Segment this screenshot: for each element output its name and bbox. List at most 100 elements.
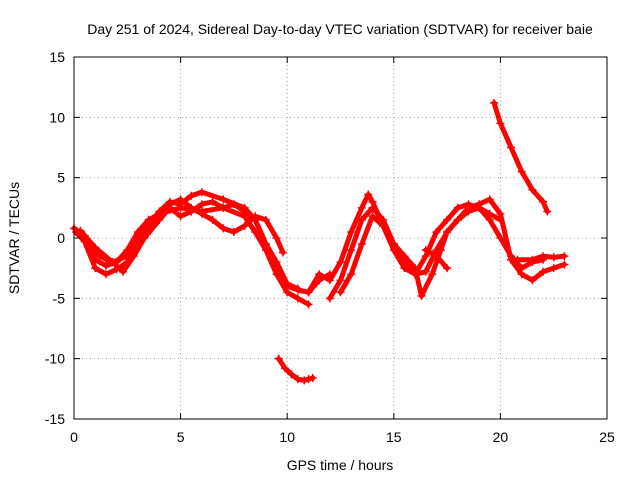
data-point-marker (517, 167, 526, 176)
data-point-marker (560, 252, 569, 261)
data-point-marker (91, 264, 100, 273)
series-arc-5 (276, 356, 316, 383)
data-point-marker (229, 200, 238, 209)
data-point-marker (187, 203, 196, 212)
x-tick-label: 0 (70, 429, 78, 445)
data-point-marker (357, 203, 366, 212)
axis-ticks: 0 5 10 15 20 25 -15 -10 -5 0 5 10 15 (45, 49, 615, 445)
data-point-marker (549, 264, 558, 273)
data-point-marker (336, 276, 345, 285)
data-point-marker (176, 212, 185, 221)
data-point-marker (347, 246, 356, 255)
x-tick-label: 5 (177, 429, 185, 445)
data-point-marker (197, 188, 206, 197)
data-point-marker (336, 258, 345, 267)
data-point-marker (485, 215, 494, 224)
data-point-marker (272, 234, 281, 242)
x-axis-label: GPS time / hours (287, 457, 394, 473)
data-point-marker (208, 215, 217, 224)
x-tick-label: 10 (279, 429, 295, 445)
y-tick-label: -5 (53, 290, 66, 306)
data-point-marker (421, 246, 430, 255)
data-point-marker (364, 190, 373, 199)
y-tick-label: 15 (49, 49, 65, 65)
data-point-marker (144, 224, 153, 233)
data-point-marker (539, 197, 548, 206)
data-point-marker (421, 267, 430, 276)
data-point-marker (251, 212, 260, 221)
data-point-marker (287, 370, 296, 379)
data-point-marker (281, 364, 290, 373)
data-point-marker (304, 300, 313, 309)
data-point-marker (283, 282, 292, 291)
y-tick-label: 10 (49, 109, 65, 125)
x-tick-label: 25 (599, 429, 615, 445)
data-point-marker (496, 209, 505, 218)
data-point-marker (517, 270, 526, 279)
data-point-marker (490, 98, 499, 107)
data-point-marker (208, 197, 217, 206)
y-axis-label: SDTVAR / TECUs (6, 182, 22, 294)
data-point-marker (496, 119, 505, 128)
data-point-marker (485, 195, 494, 204)
data-point-marker (453, 215, 462, 224)
data-point-marker (315, 270, 324, 279)
data-point-marker (261, 215, 270, 224)
x-tick-label: 20 (493, 429, 509, 445)
y-tick-label: -10 (45, 351, 65, 367)
y-tick-label: 0 (57, 230, 65, 246)
data-point-marker (91, 243, 100, 252)
data-point-marker (261, 240, 270, 249)
data-point-marker (229, 227, 238, 236)
data-point-marker (543, 207, 552, 216)
data-point-marker (443, 264, 452, 273)
data-point-marker (101, 261, 110, 270)
data-point-marker (379, 221, 388, 230)
series-arc-10 (491, 100, 550, 214)
data-point-marker (453, 203, 462, 212)
data-point-marker (304, 375, 313, 384)
data-point-marker (108, 258, 117, 267)
y-tick-label: -15 (45, 411, 65, 427)
data-point-marker (308, 373, 317, 382)
data-point-marker (443, 227, 452, 236)
data-point-marker (278, 248, 287, 257)
data-point-marker (513, 255, 522, 264)
data-point-marker (304, 288, 313, 297)
data-point-marker (101, 270, 110, 279)
data-point-marker (368, 203, 377, 212)
data-point-marker (293, 285, 302, 294)
plot-frame (73, 56, 608, 420)
data-point-marker (197, 209, 206, 218)
data-point-marker (357, 240, 366, 249)
data-point-marker (539, 252, 548, 261)
data-point-marker (293, 375, 302, 384)
chart-title: Day 251 of 2024, Sidereal Day-to-day VTE… (87, 21, 593, 37)
data-point-marker (176, 195, 185, 204)
data-point-marker (528, 276, 537, 285)
data-point-marker (293, 294, 302, 303)
data-point-marker (347, 270, 356, 279)
x-tick-label: 15 (386, 429, 402, 445)
data-point-marker (389, 240, 398, 249)
data-point-marker (347, 227, 356, 236)
data-point-marker (560, 260, 569, 269)
data-point-marker (464, 203, 473, 212)
data-point-marker (219, 203, 228, 212)
data-point-marker (123, 252, 132, 261)
data-point-marker (443, 215, 452, 224)
data-point-marker (432, 252, 441, 261)
data-point-marker (539, 267, 548, 276)
data-point-marker (119, 267, 128, 276)
grid-lines (74, 57, 607, 419)
data-point-marker (325, 276, 334, 285)
data-series (70, 98, 569, 385)
data-point-marker (417, 291, 426, 300)
data-point-marker (428, 270, 437, 279)
data-point-marker (528, 185, 537, 194)
data-point-marker (475, 200, 484, 209)
data-point-marker (240, 207, 249, 216)
data-point-marker (436, 246, 445, 255)
data-point-marker (165, 200, 174, 209)
